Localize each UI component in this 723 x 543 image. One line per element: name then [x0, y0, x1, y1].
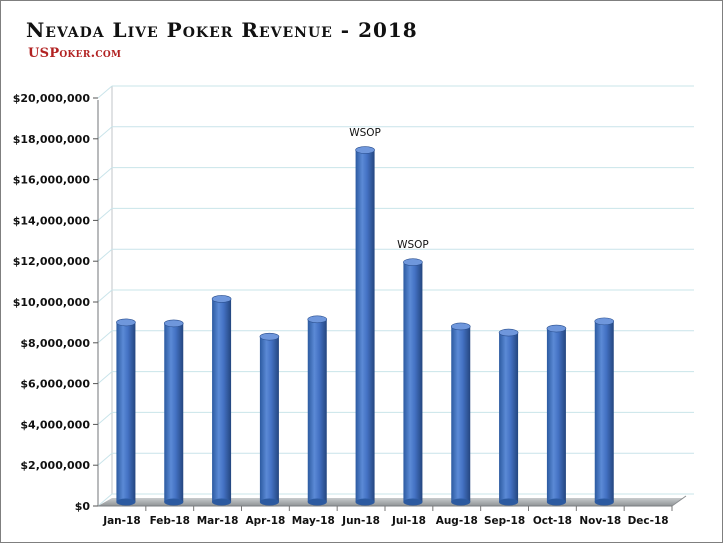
- x-tick-label: Nov-18: [579, 515, 621, 527]
- bar-body: [451, 326, 471, 502]
- bar-may-18: [307, 315, 328, 506]
- gridline-diagonal: [97, 289, 113, 303]
- bar-top-cap: [450, 322, 471, 331]
- bar-jan-18: [116, 318, 136, 506]
- bar-bottom-cap: [451, 498, 471, 506]
- bar-top-cap: [403, 258, 423, 267]
- x-tick-label: Sep-18: [484, 515, 525, 527]
- annotation-label: WSOP: [349, 127, 381, 139]
- bar-body: [116, 322, 136, 502]
- chart-title: Nevada Live Poker Revenue - 2018: [26, 18, 418, 42]
- y-tick-label: $8,000,000: [20, 337, 90, 350]
- gridline-diagonal: [97, 493, 113, 507]
- bar-aug-18: [450, 322, 471, 506]
- bar-body: [594, 321, 614, 502]
- gridline-diagonal: [97, 248, 113, 262]
- bar-top-cap: [259, 332, 280, 341]
- y-tick-label: $16,000,000: [13, 174, 91, 187]
- bar-top-cap: [546, 324, 567, 333]
- bar-body: [259, 336, 279, 502]
- bar-top-cap: [163, 319, 184, 328]
- bar-top-cap: [307, 315, 328, 324]
- gridline-diagonal: [97, 126, 113, 140]
- bar-top-cap: [211, 295, 232, 303]
- bar-oct-18: [546, 324, 567, 506]
- bars: [116, 146, 615, 506]
- gridline-diagonal: [97, 167, 113, 180]
- y-tick-label: $14,000,000: [13, 214, 91, 227]
- bar-nov-18: [594, 317, 615, 506]
- y-axis: $0 $2,000,000 $4,000,000 $6,000,000 $8,000,0…: [13, 92, 99, 513]
- y-tick-label: $2,000,000: [20, 459, 90, 472]
- x-tick-label: Jan-18: [102, 515, 140, 527]
- bar-mar-18: [211, 295, 232, 506]
- chart-subtitle: USPoker.com: [28, 46, 122, 61]
- gridline-diagonal: [97, 330, 113, 344]
- x-tick-label: Jun-18: [341, 515, 380, 527]
- bar-body: [164, 323, 184, 502]
- bar-body: [307, 319, 327, 502]
- bar-bottom-cap: [546, 498, 566, 506]
- bar-bottom-cap: [212, 498, 232, 506]
- bar-jul-18: [403, 258, 423, 506]
- x-tick-label: Dec-18: [628, 515, 669, 527]
- x-tick-label: Apr-18: [246, 515, 286, 527]
- bar-apr-18: [259, 332, 280, 506]
- bar-bottom-cap: [116, 498, 136, 506]
- x-tick-label: Aug-18: [436, 515, 478, 527]
- bar-bottom-cap: [499, 498, 519, 506]
- bar-top-cap: [594, 317, 615, 326]
- bar-feb-18: [163, 319, 184, 506]
- x-axis: Jan-18 Feb-18 Mar-18 Apr-18 May-18 Jun-18 Jul-…: [102, 506, 673, 527]
- bar-top-cap: [498, 328, 519, 337]
- annotation-label: WSOP: [397, 239, 429, 251]
- gridline-diagonal: [97, 371, 113, 384]
- x-tick-label: Oct-18: [533, 515, 572, 527]
- y-tick-label: $20,000,000: [13, 92, 91, 105]
- x-tick-label: Mar-18: [197, 515, 239, 527]
- x-tick-label: May-18: [292, 515, 335, 527]
- y-tick-label: $0: [75, 500, 91, 513]
- y-tick-label: $10,000,000: [13, 296, 91, 309]
- bar-body: [212, 298, 232, 502]
- gridline-diagonal: [97, 85, 113, 99]
- annotations: WSOP WSOP: [349, 127, 428, 251]
- gridline-diagonal: [97, 412, 113, 425]
- bar-jun-18: [355, 146, 375, 506]
- bar-body: [403, 262, 423, 502]
- bar-bottom-cap: [307, 498, 327, 506]
- bar-bottom-cap: [594, 498, 614, 506]
- y-tick-label: $6,000,000: [20, 378, 90, 391]
- bar-bottom-cap: [259, 498, 279, 506]
- gridline-diagonal: [97, 452, 113, 466]
- bar-body: [546, 328, 566, 502]
- x-tick-label: Feb-18: [150, 515, 190, 527]
- y-tick-label: $4,000,000: [20, 418, 90, 431]
- bar-bottom-cap: [403, 498, 423, 506]
- bar-sep-18: [498, 328, 519, 506]
- bar-top-cap: [355, 146, 375, 154]
- bar-top-cap: [116, 318, 136, 327]
- y-tick-label: $12,000,000: [13, 255, 91, 268]
- floor-right-edge: [671, 495, 687, 507]
- bar-bottom-cap: [355, 498, 375, 506]
- bar-body: [355, 150, 375, 502]
- gridline-diagonal: [97, 208, 113, 221]
- bar-body: [499, 332, 519, 502]
- bar-bottom-cap: [164, 498, 184, 506]
- y-tick-label: $18,000,000: [13, 133, 91, 146]
- floor-surface: [98, 498, 684, 506]
- x-tick-label: Jul-18: [391, 515, 426, 527]
